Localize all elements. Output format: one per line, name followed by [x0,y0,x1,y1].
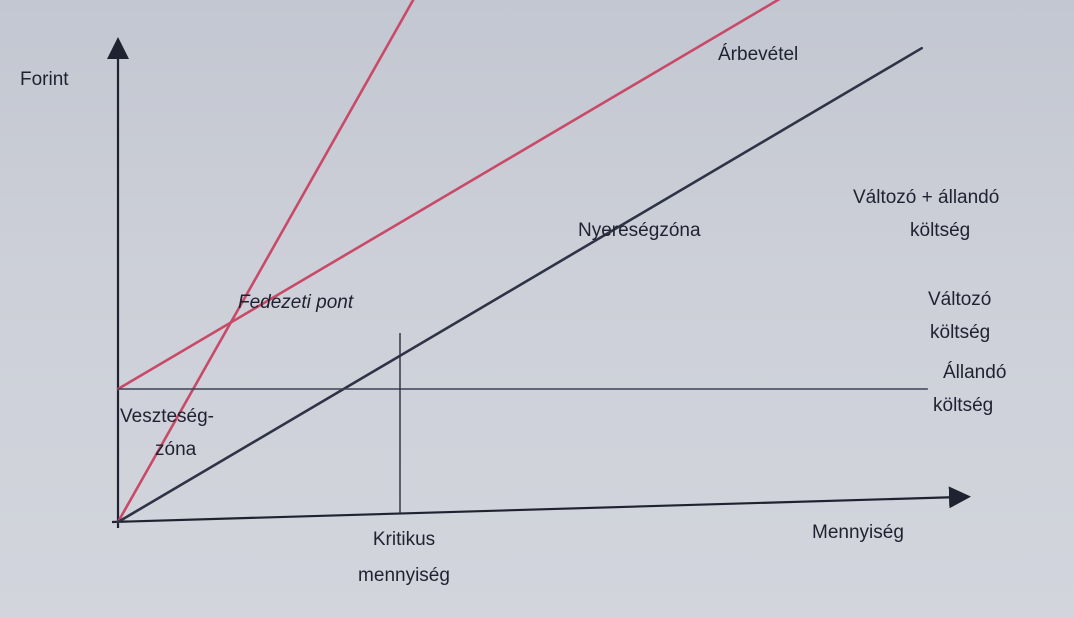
variable-cost-line [116,46,924,524]
revenue-line [116,0,415,524]
variable-cost-label-line-1: Változó [928,289,991,310]
y-axis-label: Forint [20,69,69,90]
profit-zone-label: Nyereségzóna [578,220,701,241]
total-cost-label-line-1: Változó + állandó [853,187,999,208]
total-cost-label-line-2: költség [910,220,970,241]
x-axis-label: Mennyiség [812,522,904,543]
fixed-cost-label-line-1: Állandó [943,362,1006,383]
variable-cost-label-line-2: költség [930,322,990,343]
loss-zone-label-line-1: Veszteség- [120,406,214,427]
loss-zone-label-line-2: zóna [155,439,197,460]
revenue-label-line-1: Árbevétel [718,44,798,65]
x-tick-label-line-2: mennyiség [358,565,450,586]
x-tick-label-line-1: Kritikus [373,529,435,550]
break-even-label: Fedezeti pont [238,292,354,313]
total-cost-line [116,0,781,391]
x-axis [111,486,971,524]
fixed-cost-label-line-2: költség [933,395,993,416]
